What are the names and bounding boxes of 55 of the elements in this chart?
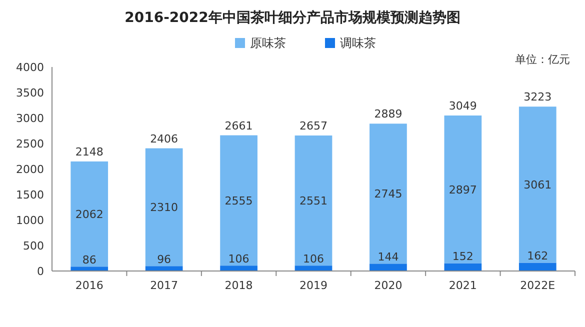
x-tick-label: 2020	[374, 279, 402, 292]
y-tick-label: 3000	[16, 112, 44, 125]
total-label: 2406	[150, 132, 178, 146]
bar	[70, 161, 108, 267]
bar	[518, 262, 556, 271]
y-tick-label: 2000	[16, 163, 44, 176]
data-label: 106	[303, 252, 324, 266]
chart-title: 2016-2022年中国茶叶细分产品市场规模预测趋势图	[124, 9, 460, 26]
bar	[145, 148, 183, 266]
x-tick-label: 2019	[300, 279, 328, 292]
data-label: 86	[82, 254, 96, 267]
data-label: 2310	[150, 201, 178, 214]
bar	[294, 135, 332, 266]
y-tick-label: 2500	[16, 138, 44, 150]
data-label: 2555	[224, 194, 253, 208]
y-tick-label: 4000	[16, 61, 44, 74]
data-label: 2745	[374, 188, 402, 201]
y-tick-label: 500	[23, 240, 44, 252]
total-label: 2657	[300, 119, 328, 132]
y-tick-label: 1000	[16, 214, 44, 227]
y-tick-label: 0	[37, 265, 44, 278]
data-label: 3061	[524, 178, 552, 192]
data-label: 2551	[300, 194, 328, 208]
x-tick-label: 2016	[75, 279, 104, 292]
x-tick-label: 2018	[224, 279, 253, 292]
bar	[444, 116, 482, 264]
data-label: 152	[452, 250, 474, 264]
y-tick-label: 3500	[16, 86, 44, 100]
x-tick-label: 2017	[150, 279, 178, 292]
bar	[444, 263, 482, 271]
y-tick-label: 1500	[16, 188, 44, 202]
total-label: 2889	[374, 108, 402, 121]
bar	[518, 106, 556, 263]
x-tick-label: 2022E	[520, 279, 556, 292]
data-label: 2062	[75, 208, 104, 222]
data-label: 144	[378, 250, 399, 264]
legend-label: 调味茶	[340, 36, 376, 50]
data-label: 96	[157, 253, 172, 266]
x-tick-label: 2021	[448, 279, 477, 292]
bar	[70, 266, 108, 271]
data-label: 106	[228, 252, 250, 266]
total-label: 2148	[75, 145, 104, 158]
text: 单位：亿元	[515, 53, 570, 66]
legend-label: 原味茶	[250, 36, 286, 50]
bar	[294, 266, 332, 271]
bar	[220, 135, 258, 266]
bar	[370, 264, 407, 271]
data-label: 2897	[448, 183, 477, 196]
bar	[145, 266, 183, 271]
bar	[220, 266, 258, 271]
data-label: 162	[527, 250, 548, 263]
bar	[370, 124, 407, 264]
total-label: 2661	[224, 119, 253, 132]
total-label: 3223	[524, 90, 552, 104]
total-label: 3049	[448, 100, 477, 112]
